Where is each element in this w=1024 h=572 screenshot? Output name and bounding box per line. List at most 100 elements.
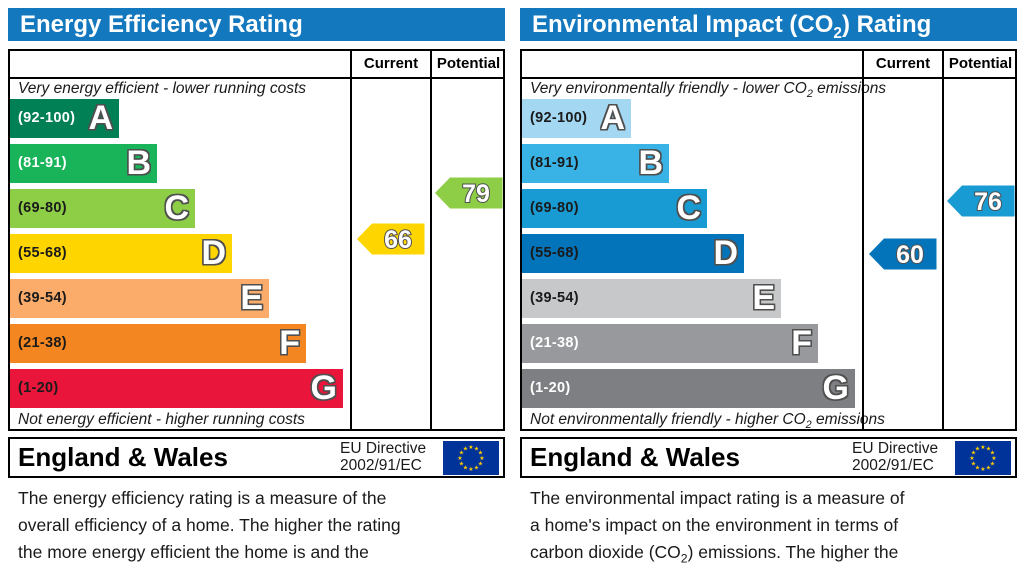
band-range-label: (92-100) xyxy=(530,110,588,126)
column-divider xyxy=(350,51,352,429)
band-range-label: (39-54) xyxy=(530,290,579,306)
band-letter: E xyxy=(752,279,775,317)
eu-directive-text: EU Directive 2002/91/EC xyxy=(340,440,427,474)
description-text: The energy efficiency rating is a measur… xyxy=(18,488,401,572)
header-divider xyxy=(10,77,503,79)
title-text-post: ) Rating xyxy=(841,11,932,38)
title-text: Energy Efficiency Rating xyxy=(20,11,303,38)
band-b: (81-91) B xyxy=(10,144,157,183)
eu-flag-icon: ★ ★★ ★★★ ★★★ ★★★ xyxy=(955,440,1011,475)
band-range-label: (39-54) xyxy=(18,290,67,306)
svg-text:★: ★ xyxy=(459,449,464,456)
band-g: (1-20) G xyxy=(522,369,855,408)
band-letter: A xyxy=(88,99,113,137)
description-line: carbon dioxide (CO2) emissions. The high… xyxy=(530,542,899,566)
svg-text:★: ★ xyxy=(468,466,473,473)
band-range-label: (55-68) xyxy=(530,245,579,261)
svg-text:★: ★ xyxy=(990,449,995,456)
band-letter: D xyxy=(201,234,226,272)
band-range-label: (55-68) xyxy=(18,245,67,261)
svg-text:★: ★ xyxy=(991,455,996,462)
svg-text:★: ★ xyxy=(971,449,976,456)
footer: England & Wales EU Directive 2002/91/EC … xyxy=(520,437,1017,478)
svg-text:★: ★ xyxy=(474,445,479,452)
current-rating-value: 66 xyxy=(384,226,412,254)
potential-rating-arrow: 76 xyxy=(947,185,1015,217)
description-line: rating the less impact it has on the env… xyxy=(530,569,904,572)
current-rating-arrow: 60 xyxy=(869,238,937,270)
panel-environmental-impact: Environmental Impact (CO2) Rating Curren… xyxy=(520,0,1017,572)
arrow-shape xyxy=(869,238,937,270)
band-letter: E xyxy=(240,279,263,317)
svg-text:★: ★ xyxy=(980,466,985,473)
description-line: a home's impact on the environment in te… xyxy=(530,515,899,535)
title-text: Environmental Impact (CO xyxy=(532,11,834,38)
column-header-current: Current xyxy=(875,55,931,72)
band-letter: F xyxy=(791,324,812,362)
potential-rating-value: 76 xyxy=(974,188,1002,216)
column-header-potential: Potential xyxy=(436,55,501,72)
description-text: The environmental impact rating is a mea… xyxy=(530,488,904,572)
svg-text:★: ★ xyxy=(986,445,991,452)
description-line: the more energy efficient the home is an… xyxy=(18,542,369,562)
band-c: (69-80) C xyxy=(10,189,195,228)
band-letter: F xyxy=(279,324,300,362)
band-c: (69-80) C xyxy=(522,189,707,228)
svg-text:★: ★ xyxy=(457,455,462,462)
band-range-label: (21-38) xyxy=(18,335,67,351)
band-letter: B xyxy=(126,144,151,182)
potential-rating-arrow: 79 xyxy=(435,177,503,209)
svg-text:★: ★ xyxy=(986,464,991,471)
column-divider xyxy=(862,51,864,429)
band-letter: D xyxy=(713,234,738,272)
band-range-label: (81-91) xyxy=(530,155,579,171)
svg-text:★: ★ xyxy=(474,464,479,471)
band-e: (39-54) E xyxy=(522,279,781,318)
caption-bottom: Not energy efficient - higher running co… xyxy=(18,411,305,428)
band-range-label: (1-20) xyxy=(18,380,59,396)
footer-region-label: England & Wales xyxy=(18,442,228,472)
rating-table: Current Potential Very energy efficient … xyxy=(8,49,505,431)
svg-text:★: ★ xyxy=(971,460,976,467)
arrow-shape xyxy=(435,177,503,209)
arrow-shape xyxy=(947,185,1015,217)
band-d: (55-68) D xyxy=(522,234,744,273)
band-d: (55-68) D xyxy=(10,234,232,273)
column-header-current: Current xyxy=(363,55,419,72)
band-letter: C xyxy=(676,189,701,227)
svg-text:★: ★ xyxy=(463,445,468,452)
band-letter: B xyxy=(638,144,663,182)
rating-table: Current Potential Very environmentally f… xyxy=(520,49,1017,431)
eu-flag-icon: ★ ★★ ★★★ ★★★ ★★★ xyxy=(443,440,499,475)
header-divider xyxy=(522,77,1015,79)
panel-energy-efficiency: Energy Efficiency Rating Current Potenti… xyxy=(8,0,505,572)
description-line: The energy efficiency rating is a measur… xyxy=(18,488,387,508)
band-b: (81-91) B xyxy=(522,144,669,183)
band-e: (39-54) E xyxy=(10,279,269,318)
column-divider xyxy=(430,51,432,429)
current-rating-arrow: 66 xyxy=(357,223,425,255)
band-f: (21-38) F xyxy=(10,324,306,363)
svg-text:★: ★ xyxy=(478,449,483,456)
arrow-shape xyxy=(357,223,425,255)
band-range-label: (81-91) xyxy=(18,155,67,171)
panel-title: Environmental Impact (CO2) Rating xyxy=(520,8,1017,42)
svg-text:★: ★ xyxy=(479,455,484,462)
caption-top: Very energy efficient - lower running co… xyxy=(18,80,307,97)
footer-region-label: England & Wales xyxy=(530,442,740,472)
band-range-label: (69-80) xyxy=(18,200,67,216)
column-header-potential: Potential xyxy=(948,55,1013,72)
svg-text:★: ★ xyxy=(463,464,468,471)
footer: England & Wales EU Directive 2002/91/EC … xyxy=(8,437,505,478)
svg-text:★: ★ xyxy=(975,445,980,452)
description-line: lower the fuel bills will be. xyxy=(18,569,401,572)
band-a: (92-100) A xyxy=(10,99,119,138)
description-line: overall efficiency of a home. The higher… xyxy=(18,515,401,535)
band-letter: C xyxy=(164,189,189,227)
band-range-label: (1-20) xyxy=(530,380,571,396)
band-range-label: (21-38) xyxy=(530,335,579,351)
svg-text:★: ★ xyxy=(980,444,985,451)
description-line: The environmental impact rating is a mea… xyxy=(530,488,905,508)
column-divider xyxy=(942,51,944,429)
